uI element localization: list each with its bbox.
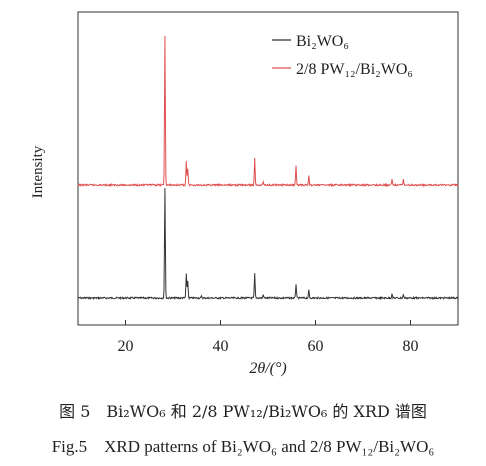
legend-label-pw12-bi2wo6: 2/8 PW₁₂/Bi₂WO₆ bbox=[296, 61, 413, 78]
legend: Bi₂WO₆ 2/8 PW₁₂/Bi₂WO₆ bbox=[272, 33, 413, 78]
legend-label-bi2wo6: Bi₂WO₆ bbox=[296, 33, 349, 50]
x-tick-label: 20 bbox=[118, 338, 134, 355]
series-line-0 bbox=[77, 188, 459, 301]
plot-frame bbox=[77, 11, 459, 326]
figure-caption-en: Fig.5 XRD patterns of Bi₂WO₆ and 2/8 PW₁… bbox=[51, 437, 435, 456]
x-tick-label: 60 bbox=[308, 338, 324, 355]
x-tick-label: 80 bbox=[403, 338, 419, 355]
y-axis-label: Intensity bbox=[30, 145, 46, 198]
series-line-1 bbox=[77, 35, 459, 188]
series-layer bbox=[77, 35, 459, 301]
x-axis-label: 2θ/(°) bbox=[249, 360, 286, 377]
xrd-chart: 20 40 60 80 Bi₂WO₆ 2/8 PW₁₂/Bi₂WO₆ Intensit… bbox=[30, 11, 459, 377]
figure-caption-cn: 图 5 Bi₂WO₆ 和 2/8 PW₁₂/Bi₂WO₆ 的 XRD 谱图 bbox=[59, 402, 427, 421]
x-tick-label: 40 bbox=[213, 338, 229, 355]
x-ticks: 20 40 60 80 bbox=[118, 320, 419, 355]
